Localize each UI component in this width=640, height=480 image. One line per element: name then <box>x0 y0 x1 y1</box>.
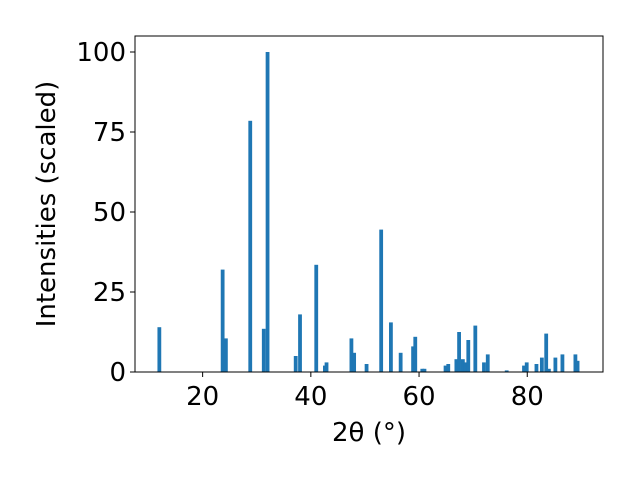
bar <box>324 362 329 372</box>
bar <box>446 364 451 372</box>
bar <box>482 362 486 372</box>
y-tick-label: 50 <box>93 198 126 228</box>
bar <box>379 229 384 372</box>
y-tick-label: 75 <box>93 118 126 148</box>
bar <box>534 364 539 372</box>
x-tick-label: 40 <box>294 382 327 412</box>
x-tick-label: 20 <box>186 382 219 412</box>
bar <box>224 338 228 372</box>
bar <box>420 368 425 372</box>
bar <box>553 357 558 372</box>
bar <box>524 362 529 372</box>
plot-frame <box>134 35 604 373</box>
bar <box>157 327 162 372</box>
bar <box>413 336 418 372</box>
y-axis-label: Intensities (scaled) <box>32 81 62 328</box>
bar <box>575 360 580 372</box>
bar <box>314 264 319 372</box>
bar <box>547 368 551 372</box>
y-tick-label: 100 <box>76 38 126 68</box>
bar <box>298 314 302 372</box>
x-axis-ticks: 20 40 60 80 <box>186 372 544 412</box>
bars-layer <box>157 52 580 372</box>
bar <box>460 359 465 372</box>
bar <box>466 340 471 372</box>
y-tick-label: 0 <box>109 358 126 388</box>
bar <box>560 354 565 372</box>
bar <box>443 365 448 372</box>
x-axis-label: 2θ (°) <box>332 418 406 448</box>
bar <box>473 325 478 372</box>
bar <box>261 328 266 372</box>
bar <box>220 269 225 372</box>
bar <box>463 362 468 372</box>
y-axis-ticks: 0 25 50 75 100 <box>76 38 135 388</box>
x-tick-label: 60 <box>402 382 435 412</box>
bar <box>539 357 544 372</box>
bar <box>352 352 357 372</box>
bar <box>457 332 461 372</box>
bar <box>454 359 459 372</box>
bar <box>364 364 369 372</box>
y-tick-label: 25 <box>93 278 126 308</box>
bar <box>544 333 549 372</box>
bar <box>411 346 415 372</box>
bar <box>422 368 427 372</box>
bar <box>248 120 253 372</box>
bar <box>293 356 298 372</box>
x-tick-label: 80 <box>511 382 544 412</box>
bar <box>522 365 526 372</box>
bar <box>389 322 393 372</box>
bar <box>349 338 354 372</box>
bar <box>504 370 509 372</box>
bar <box>265 52 270 372</box>
bar <box>398 352 403 372</box>
bar <box>485 354 490 372</box>
bar <box>573 354 578 372</box>
